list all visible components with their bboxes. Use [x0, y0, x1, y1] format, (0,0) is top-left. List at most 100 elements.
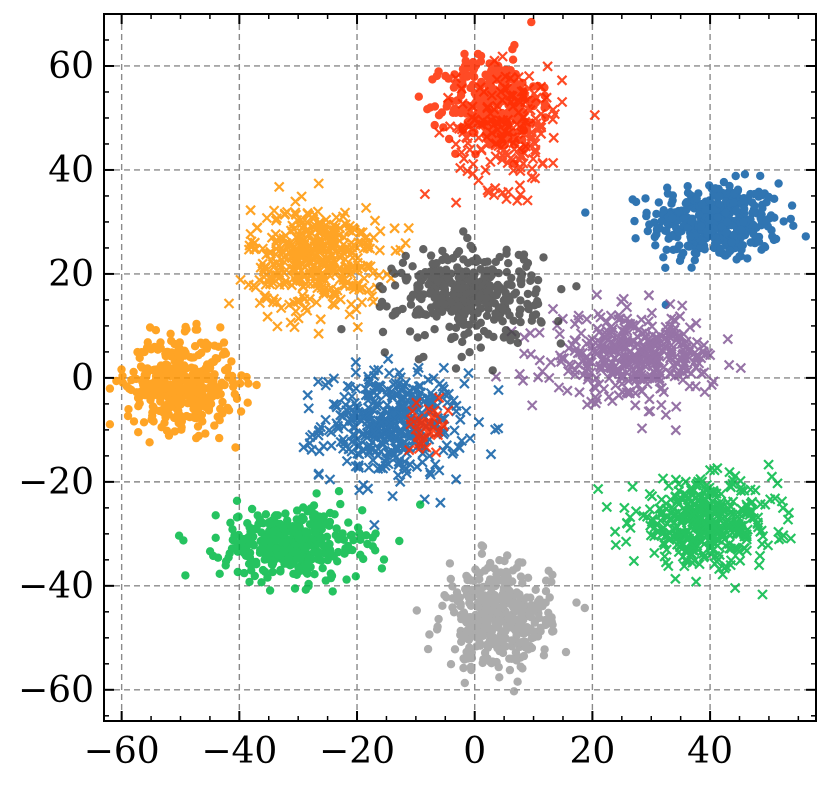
scatter-point	[262, 555, 272, 564]
y-tick-label: 40	[48, 150, 94, 191]
scatter-point	[690, 381, 701, 392]
scatter-point	[313, 328, 324, 339]
scatter-point	[659, 539, 670, 551]
scatter-point	[228, 525, 237, 534]
scatter-point	[457, 98, 468, 109]
series-9	[337, 227, 581, 375]
scatter-point	[145, 323, 155, 332]
scatter-point	[378, 405, 390, 416]
scatter-point	[351, 281, 362, 293]
scatter-point	[489, 424, 501, 435]
scatter-point	[497, 187, 508, 198]
scatter-point	[691, 521, 702, 533]
scatter-point	[513, 677, 522, 686]
scatter-point	[473, 256, 483, 265]
scatter-point	[450, 197, 462, 208]
scatter-point	[511, 648, 521, 657]
scatter-point	[441, 71, 450, 81]
scatter-point	[227, 357, 236, 366]
scatter-point	[456, 83, 467, 94]
scatter-point	[272, 321, 283, 332]
scatter-point	[419, 245, 428, 254]
scatter-point	[258, 565, 268, 575]
scatter-point	[481, 624, 490, 633]
scatter-point	[618, 337, 629, 349]
scatter-point	[753, 559, 765, 571]
scatter-point	[290, 196, 301, 207]
scatter-point	[535, 595, 544, 604]
scatter-point	[338, 529, 347, 538]
scatter-point	[601, 501, 613, 513]
scatter-point	[476, 318, 485, 327]
scatter-point	[306, 444, 317, 456]
scatter-point	[536, 317, 545, 326]
scatter-point	[254, 297, 266, 309]
scatter-point	[779, 217, 788, 226]
scatter-point	[322, 532, 332, 541]
scatter-point	[298, 513, 307, 522]
scatter-point	[438, 246, 447, 256]
scatter-point	[320, 541, 329, 550]
scatter-point	[236, 407, 246, 416]
scatter-point	[442, 593, 451, 602]
scatter-point	[528, 312, 538, 321]
scatter-point	[510, 40, 519, 50]
scatter-point	[627, 481, 638, 493]
scatter-point	[466, 601, 476, 610]
scatter-point	[187, 353, 197, 362]
scatter-point	[593, 308, 604, 320]
scatter-point	[244, 559, 254, 568]
scatter-point	[670, 573, 681, 585]
scatter-point	[646, 307, 658, 319]
scatter-point	[458, 283, 467, 293]
scatter-point	[423, 105, 432, 114]
scatter-point	[644, 405, 656, 417]
scatter-point	[729, 582, 741, 594]
scatter-point	[170, 339, 179, 349]
scatter-point	[294, 567, 303, 576]
scatter-point	[382, 399, 393, 411]
scatter-point	[222, 366, 232, 375]
scatter-point	[437, 293, 446, 303]
scatter-point	[151, 386, 160, 395]
scatter-point	[736, 225, 746, 234]
scatter-point	[245, 577, 254, 587]
scatter-point	[414, 271, 423, 281]
scatter-point	[325, 508, 335, 518]
scatter-point	[344, 309, 355, 320]
scatter-point	[477, 549, 487, 558]
scatter-point	[231, 443, 240, 452]
scatter-point	[324, 474, 336, 485]
scatter-point	[687, 263, 696, 272]
scatter-point	[519, 147, 530, 159]
scatter-point	[424, 466, 436, 478]
scatter-point	[699, 508, 710, 520]
scatter-point	[651, 241, 660, 250]
scatter-point	[515, 638, 524, 648]
scatter-point	[394, 367, 405, 378]
scatter-point	[304, 431, 316, 443]
scatter-point	[496, 154, 508, 166]
scatter-point	[504, 259, 513, 268]
scatter-point	[468, 270, 478, 279]
scatter-point	[622, 388, 634, 399]
scatter-point	[452, 588, 462, 597]
scatter-point	[519, 332, 530, 343]
series-5	[223, 178, 414, 339]
y-tick-label: −60	[18, 670, 94, 711]
scatter-point	[623, 358, 634, 369]
scatter-point	[278, 267, 290, 278]
scatter-point	[166, 351, 175, 361]
scatter-point	[320, 380, 332, 391]
scatter-point	[141, 391, 150, 400]
scatter-point	[218, 397, 227, 407]
scatter-point	[198, 417, 207, 426]
scatter-point	[344, 518, 353, 527]
scatter-point	[268, 205, 280, 216]
scatter-point	[342, 575, 351, 584]
scatter-point	[125, 384, 134, 393]
scatter-point	[430, 293, 439, 303]
scatter-point	[368, 533, 377, 542]
scatter-point	[653, 224, 662, 233]
scatter-point	[590, 382, 601, 394]
